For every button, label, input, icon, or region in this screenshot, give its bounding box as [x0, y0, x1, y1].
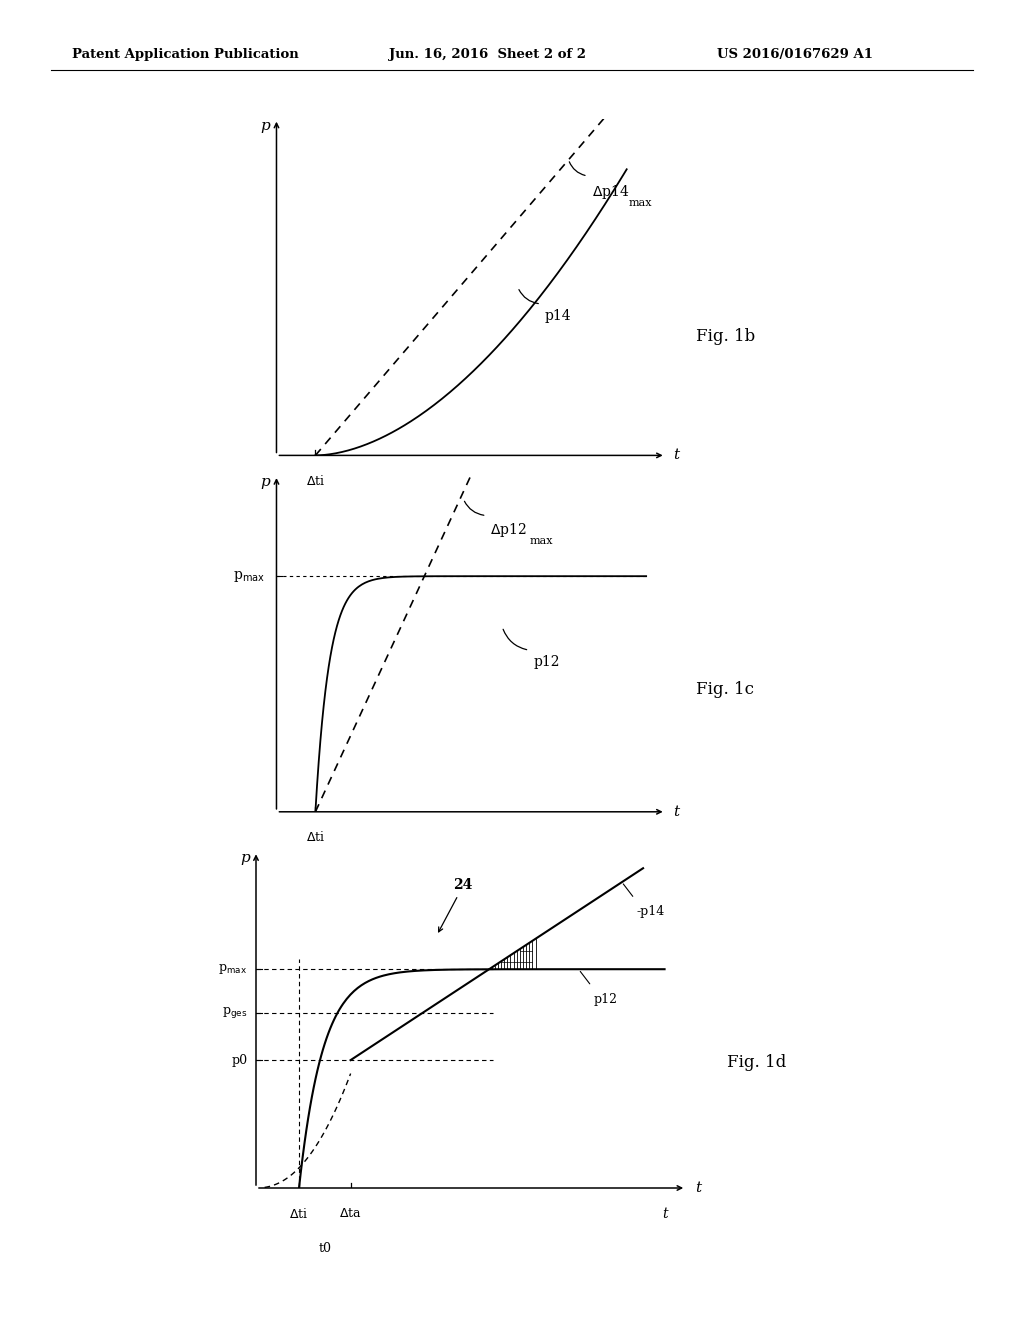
Text: p12: p12 — [594, 993, 617, 1006]
Text: Fig. 1b: Fig. 1b — [696, 329, 756, 345]
Text: 24: 24 — [453, 878, 472, 892]
Text: max: max — [629, 198, 652, 209]
Text: t0: t0 — [318, 1242, 332, 1255]
Text: Fig. 1d: Fig. 1d — [727, 1055, 786, 1071]
Text: p: p — [260, 119, 269, 132]
Text: t: t — [674, 449, 680, 462]
Text: max: max — [529, 536, 553, 545]
Text: p14: p14 — [545, 309, 571, 323]
Text: p$_{\rm max}$: p$_{\rm max}$ — [232, 569, 265, 583]
Text: p12: p12 — [534, 655, 560, 669]
Text: p$_{\rm max}$: p$_{\rm max}$ — [218, 962, 248, 977]
Text: t: t — [694, 1181, 700, 1195]
Text: Fig. 1c: Fig. 1c — [696, 681, 755, 697]
Text: p: p — [260, 475, 269, 488]
Text: p: p — [241, 851, 250, 865]
Text: $\Delta$ti: $\Delta$ti — [290, 1206, 308, 1221]
Text: p$_{\rm ges}$: p$_{\rm ges}$ — [222, 1006, 248, 1020]
Text: $\Delta$ta: $\Delta$ta — [339, 1206, 361, 1220]
Text: p0: p0 — [231, 1053, 248, 1067]
Text: -p14: -p14 — [637, 906, 665, 919]
Text: t: t — [662, 1206, 668, 1221]
Text: Jun. 16, 2016  Sheet 2 of 2: Jun. 16, 2016 Sheet 2 of 2 — [389, 48, 586, 61]
Text: t: t — [674, 805, 680, 818]
Text: Patent Application Publication: Patent Application Publication — [72, 48, 298, 61]
Text: US 2016/0167629 A1: US 2016/0167629 A1 — [717, 48, 872, 61]
Text: $\Delta$ti: $\Delta$ti — [306, 830, 325, 845]
Text: $\Delta$p12: $\Delta$p12 — [490, 520, 527, 539]
Text: $\Delta$p14: $\Delta$p14 — [592, 182, 629, 201]
Text: $\Delta$ti: $\Delta$ti — [306, 474, 325, 488]
